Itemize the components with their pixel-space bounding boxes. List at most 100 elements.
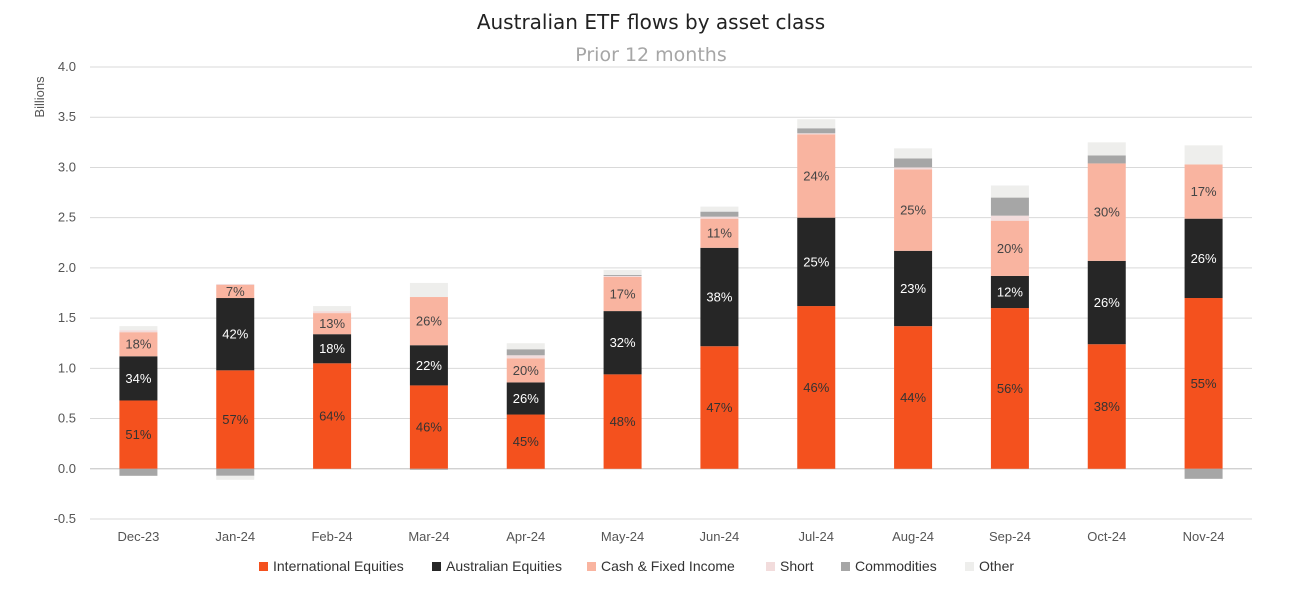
y-tick-label: -0.5 bbox=[54, 511, 76, 526]
chart-title: Australian ETF flows by asset class bbox=[476, 10, 826, 34]
x-tick-label: Oct-24 bbox=[1087, 529, 1126, 544]
bar-segment bbox=[894, 148, 933, 159]
legend-label: Other bbox=[979, 558, 1014, 574]
bar-segment bbox=[313, 311, 352, 314]
x-tick-label: Mar-24 bbox=[408, 529, 449, 544]
bar-segment bbox=[119, 326, 158, 331]
bar-segment bbox=[894, 167, 933, 170]
y-tick-label: 3.5 bbox=[58, 109, 76, 124]
legend-swatch bbox=[965, 562, 974, 571]
x-tick-label: Aug-24 bbox=[892, 529, 934, 544]
data-label: 25% bbox=[900, 203, 926, 218]
bar-segment bbox=[506, 349, 545, 356]
y-tick-label: 0.0 bbox=[58, 461, 76, 476]
bar-segment bbox=[216, 475, 255, 480]
bar-segment bbox=[119, 400, 158, 469]
bar-segment bbox=[1184, 468, 1223, 479]
bar-segment bbox=[990, 275, 1029, 309]
legend-swatch bbox=[259, 562, 268, 571]
bar-segment bbox=[894, 326, 933, 469]
bar-segment bbox=[603, 276, 642, 312]
bar-segment bbox=[216, 468, 255, 476]
bar-segment bbox=[990, 185, 1029, 198]
labels-layer: 51% 34% 18% 57% 42% 7% 64% 18% 13% 46% 22% 26% 45% 26… bbox=[125, 168, 1217, 449]
bar-segment bbox=[1087, 260, 1126, 345]
data-label: 26% bbox=[416, 314, 442, 329]
bar-segment bbox=[119, 332, 158, 357]
bar-segment bbox=[894, 250, 933, 327]
bar-segment bbox=[313, 313, 352, 335]
x-tick-label: Nov-24 bbox=[1183, 529, 1225, 544]
x-tick-label: Jan-24 bbox=[215, 529, 255, 544]
data-label: 57% bbox=[222, 412, 248, 427]
legend-swatch bbox=[766, 562, 775, 571]
bar-segment bbox=[409, 345, 448, 386]
x-tick-label: Dec-23 bbox=[117, 529, 159, 544]
bar-segment bbox=[797, 134, 836, 218]
bar-segment bbox=[1184, 145, 1223, 165]
bar-segment bbox=[603, 275, 642, 277]
data-label: 22% bbox=[416, 358, 442, 373]
bar-segment bbox=[700, 346, 739, 469]
bar-segment bbox=[700, 216, 739, 219]
y-tick-label: 2.5 bbox=[58, 210, 76, 225]
legend-layer: International Equities Australian Equitie… bbox=[259, 558, 1014, 574]
bar-segment bbox=[216, 283, 255, 285]
bar-segment bbox=[894, 169, 933, 251]
y-tick-label: 4.0 bbox=[58, 59, 76, 74]
bar-segment bbox=[506, 343, 545, 350]
bar-segment bbox=[990, 197, 1029, 216]
bar-segment bbox=[409, 385, 448, 469]
x-tick-label: Apr-24 bbox=[506, 529, 545, 544]
x-tick-label: Jul-24 bbox=[799, 529, 834, 544]
bar-segment bbox=[1087, 344, 1126, 469]
chart-subtitle: Prior 12 months bbox=[575, 44, 727, 66]
bar-segment bbox=[313, 363, 352, 469]
bar-segment bbox=[1087, 163, 1126, 261]
grid-layer bbox=[90, 66, 1252, 520]
bar-segment bbox=[216, 284, 255, 299]
bar-segment bbox=[1087, 155, 1126, 164]
bar-segment bbox=[797, 217, 836, 307]
legend-label: Australian Equities bbox=[446, 558, 562, 574]
data-label: 17% bbox=[1191, 184, 1217, 199]
y-tick-label: 3.0 bbox=[58, 159, 76, 174]
legend-swatch bbox=[841, 562, 850, 571]
bar-segment bbox=[1087, 142, 1126, 156]
bar-segment bbox=[700, 206, 739, 212]
data-label: 42% bbox=[222, 327, 248, 342]
data-label: 18% bbox=[125, 337, 151, 352]
data-label: 32% bbox=[610, 335, 636, 350]
bar-segment bbox=[797, 128, 836, 134]
data-label: 26% bbox=[1191, 251, 1217, 266]
data-label: 46% bbox=[416, 420, 442, 435]
data-label: 18% bbox=[319, 341, 345, 356]
bar-segment bbox=[506, 414, 545, 469]
data-label: 17% bbox=[610, 287, 636, 302]
bar-segment bbox=[990, 215, 1029, 221]
bar-segment bbox=[797, 306, 836, 469]
y-tick-label: 1.5 bbox=[58, 310, 76, 325]
bar-segment bbox=[409, 468, 448, 470]
bar-segment bbox=[603, 374, 642, 469]
bar-segment bbox=[700, 247, 739, 347]
bar-segment bbox=[119, 356, 158, 401]
data-label: 11% bbox=[707, 226, 732, 241]
data-label: 48% bbox=[610, 414, 636, 429]
bar-segment bbox=[1184, 218, 1223, 299]
bar-segment bbox=[797, 119, 836, 129]
y-axis-label: Billions bbox=[32, 76, 47, 118]
data-label: 13% bbox=[319, 316, 345, 331]
bar-segment bbox=[119, 468, 158, 476]
legend-swatch bbox=[587, 562, 596, 571]
data-label: 46% bbox=[803, 380, 829, 395]
x-tick-label: Feb-24 bbox=[311, 529, 352, 544]
data-label: 38% bbox=[706, 290, 732, 305]
axis-layer: -0.5 0.0 0.5 1.0 1.5 2.0 2.5 3.0 3.5 4.0 Billions D… bbox=[32, 59, 1225, 544]
data-label: 30% bbox=[1094, 205, 1120, 220]
data-label: 44% bbox=[900, 390, 926, 405]
data-label: 24% bbox=[803, 168, 829, 183]
bar-segment bbox=[409, 282, 448, 298]
